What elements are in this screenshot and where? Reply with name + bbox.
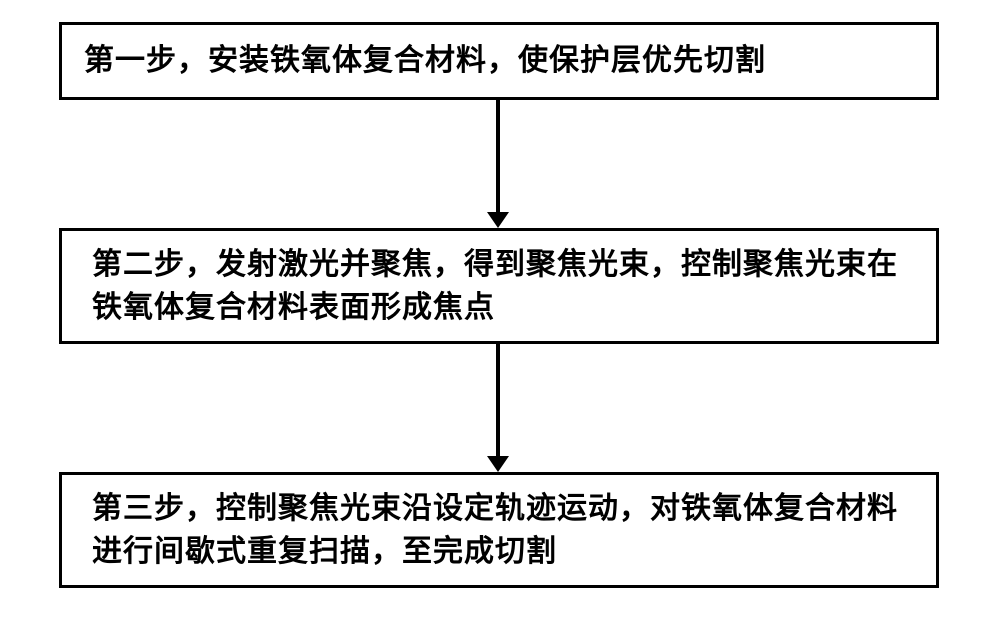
flow-arrow-2-head bbox=[487, 456, 509, 472]
flowchart-canvas: 第一步，安装铁氧体复合材料，使保护层优先切割 第二步，发射激光并聚焦，得到聚焦光… bbox=[0, 0, 1000, 628]
flow-arrow-1-head bbox=[487, 212, 509, 228]
flow-arrow-1-shaft bbox=[496, 100, 500, 212]
flow-node-step3: 第三步，控制聚焦光束沿设定轨迹运动，对铁氧体复合材料进行间歇式重复扫描，至完成切… bbox=[59, 472, 939, 588]
flow-arrow-2-shaft bbox=[496, 344, 500, 456]
flow-node-step3-text: 第三步，控制聚焦光束沿设定轨迹运动，对铁氧体复合材料进行间歇式重复扫描，至完成切… bbox=[62, 487, 936, 574]
flow-node-step2-text: 第二步，发射激光并聚焦，得到聚焦光束，控制聚焦光束在铁氧体复合材料表面形成焦点 bbox=[62, 243, 936, 330]
flow-node-step1: 第一步，安装铁氧体复合材料，使保护层优先切割 bbox=[59, 22, 939, 100]
flow-node-step1-text: 第一步，安装铁氧体复合材料，使保护层优先切割 bbox=[62, 39, 936, 83]
flow-node-step2: 第二步，发射激光并聚焦，得到聚焦光束，控制聚焦光束在铁氧体复合材料表面形成焦点 bbox=[59, 228, 939, 344]
